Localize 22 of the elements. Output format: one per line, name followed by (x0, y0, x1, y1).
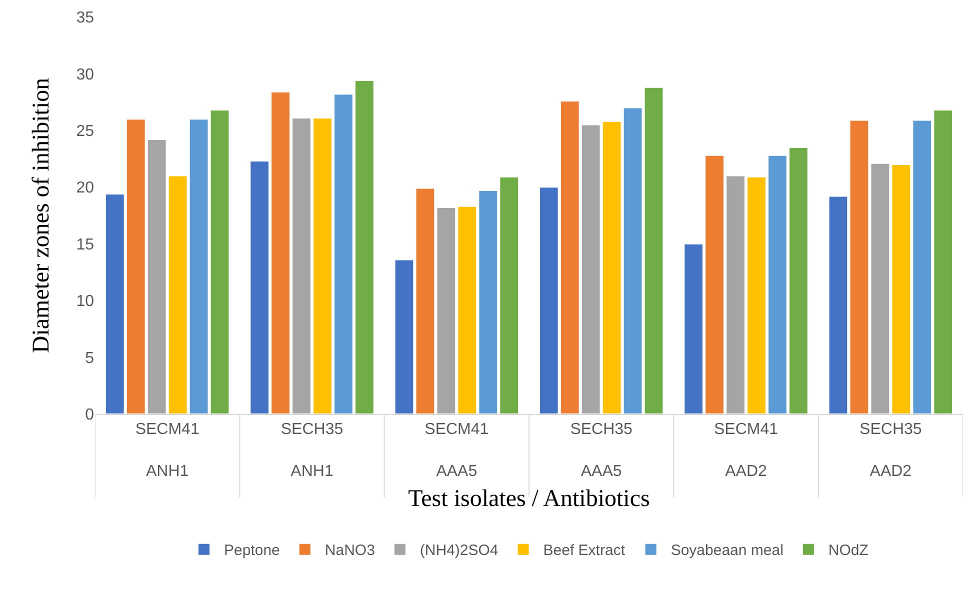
y-tick-label: 20 (76, 180, 94, 197)
category-label: SECM41 AAA5 (424, 421, 489, 480)
y-axis-title: Diameter zones of inhibition (28, 78, 54, 354)
y-tick-label: 15 (76, 236, 94, 254)
legend-label: NOdZ (828, 542, 868, 560)
legend-label: Soyabeaan meal (670, 542, 784, 560)
y-tick-label: 10 (76, 293, 94, 310)
x-axis-title: Test isolates / Antibiotics (408, 486, 650, 512)
y-tick-label: 25 (76, 123, 94, 140)
category-label: SECM41 AAD2 (714, 421, 778, 480)
y-tick-label: 5 (85, 350, 94, 367)
category-label: SECH35 ANH1 (280, 421, 344, 480)
y-tick-label: 0 (85, 406, 94, 424)
legend-label: Peptone (224, 542, 280, 560)
category-label: SECM41 ANH1 (135, 421, 200, 480)
y-tick-label: 30 (76, 66, 94, 84)
category-label: SECH35 AAA5 (570, 421, 632, 480)
legend-label: Beef Extract (543, 542, 626, 560)
y-tick-label: 35 (76, 10, 94, 27)
category-label: SECH35 AAD2 (860, 421, 922, 480)
legend-label: NaNO3 (324, 542, 375, 560)
legend-label: (NH4)2SO4 (420, 542, 498, 560)
